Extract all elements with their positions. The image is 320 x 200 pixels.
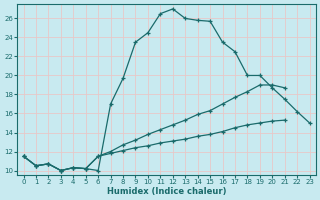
- X-axis label: Humidex (Indice chaleur): Humidex (Indice chaleur): [107, 187, 226, 196]
